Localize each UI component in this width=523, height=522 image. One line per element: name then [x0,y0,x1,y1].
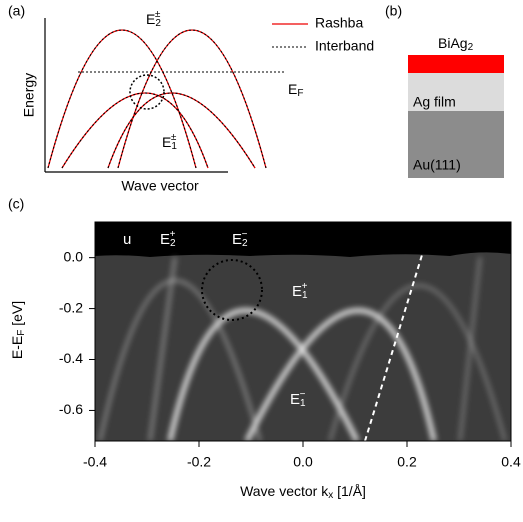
arpes-image [95,222,511,441]
band-label: E1± [162,132,177,152]
highlight-circle [201,259,263,321]
band-label-sub: 1 [300,398,306,409]
x-tick-label: -0.2 [187,454,211,470]
y-axis-label: E-EF [eV] [9,301,27,359]
panel-a [44,18,308,173]
panel-label: (b) [385,3,402,19]
band-label-base: u [123,231,131,248]
layer-label-sub: 2 [468,42,474,53]
band-label: E2± [146,9,161,29]
layer-label: Au(111) [413,157,461,173]
highlight-circle [129,74,165,110]
x-axis-label: Wave vector kx [1/Å] [240,483,366,501]
band-label-sub: 2 [242,238,248,249]
layer-label: BiAg2 [438,35,474,53]
ag-film-layer [408,73,504,111]
legend-label: Interband [315,38,374,54]
band-label-sup: − [300,389,306,400]
y-axis-label-tail: [eV] [9,301,25,330]
fermi-label-sub: F [297,88,303,99]
panel-label: (c) [8,196,24,212]
band-label-base: E [160,231,170,248]
x-tick-label: -0.4 [83,454,107,470]
band-label-sub: 1 [171,141,177,152]
panel-b [408,55,504,178]
y-tick-label: -0.2 [59,299,83,315]
band-label-base: E [162,134,171,150]
y-tick-label: -0.4 [59,350,83,366]
band-label-sup: + [302,281,308,292]
band-label: u [123,231,131,248]
x-tick-label: 0.4 [501,454,521,470]
y-tick-label: -0.6 [59,401,83,417]
x-axis-label-tail: [1/Å] [333,483,366,499]
x-axis-label-base: Wave vector k [240,483,329,499]
band-label-sub: 1 [302,290,308,301]
band-label-sub: 2 [170,238,176,249]
layer-label-base: BiAg [438,35,468,51]
band-label-base: E [146,11,155,27]
x-axis-label-sub: x [328,490,333,501]
panel-label: (a) [8,3,25,19]
legend-label: Rashba [315,15,363,31]
x-tick-label: 0.2 [397,454,417,470]
y-axis-label: Energy [21,73,37,117]
fermi-label-base: E [288,81,297,97]
band-label: E1− [290,389,306,409]
band-label-sub: 2 [155,18,161,29]
y-tick-label: 0.0 [64,248,84,264]
fermi-label: EF [288,81,303,99]
band-label-sup: − [242,229,248,240]
interband-bands [47,29,267,169]
x-tick-label: 0.0 [293,454,313,470]
band-label: E2+ [160,229,176,249]
bi-ag2-layer [408,55,504,73]
band-label-sup: + [170,229,176,240]
band-label-base: E [232,231,242,248]
band-label-sup: ± [155,9,161,20]
y-axis-label-base: E-E [9,336,25,359]
rashba-bands [47,29,267,169]
x-axis-label: Wave vector [121,178,199,194]
y-axis-label-sub: F [16,330,27,336]
layer-label: Ag film [413,94,456,110]
band-label: E2− [232,229,248,249]
au-substrate-layer [408,111,504,178]
band-label: E1+ [292,281,308,301]
band-label-base: E [292,283,302,300]
guide-line [364,254,423,441]
band-label-sup: ± [171,132,177,143]
band-label-base: E [290,391,300,408]
